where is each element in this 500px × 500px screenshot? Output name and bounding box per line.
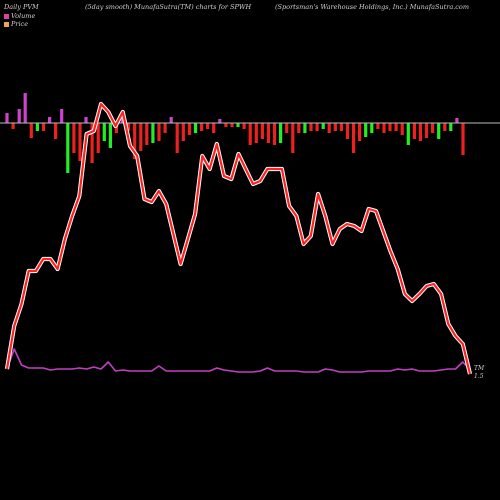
volume-bar xyxy=(181,123,185,141)
volume-bar xyxy=(78,123,82,161)
volume-bar xyxy=(114,123,118,133)
volume-bar xyxy=(339,123,343,131)
volume-bar xyxy=(431,123,435,133)
volume-bars xyxy=(5,93,465,173)
volume-bar xyxy=(321,123,325,129)
volume-bar xyxy=(266,123,270,143)
volume-bar xyxy=(96,123,100,153)
volume-bar xyxy=(376,123,380,129)
end-label-tm: TM xyxy=(474,365,485,372)
volume-bar xyxy=(260,123,264,139)
volume-bar xyxy=(72,123,76,153)
header-left-title: Daily PVM xyxy=(4,3,39,11)
series-lines xyxy=(4,101,473,375)
volume-bar xyxy=(133,123,137,159)
volume-bar xyxy=(151,123,155,143)
legend-price-swatch xyxy=(4,21,9,27)
volume-bar xyxy=(449,123,453,131)
volume-bar xyxy=(248,123,252,145)
volume-bar xyxy=(242,123,246,129)
legend-volume: Volume xyxy=(4,12,35,20)
header-chart-title: (5day smooth) MunafaSutra(TM) charts for… xyxy=(85,3,252,11)
volume-bar xyxy=(461,123,465,155)
volume-bar xyxy=(169,117,173,123)
volume-bar xyxy=(54,123,58,139)
legend-price-label: Price xyxy=(11,20,29,28)
volume-bar xyxy=(437,123,441,139)
volume-bar xyxy=(224,123,228,127)
volume-bar xyxy=(127,123,131,131)
volume-bar xyxy=(443,123,447,131)
volume-bar xyxy=(48,117,52,123)
volume-bar xyxy=(455,118,459,123)
volume-bar xyxy=(291,123,295,153)
volume-bar xyxy=(175,123,179,153)
legend-volume-label: Volume xyxy=(11,12,36,20)
volume-bar xyxy=(315,123,319,131)
volume-bar xyxy=(297,123,301,133)
volume-bar xyxy=(200,123,204,131)
volume-bar xyxy=(236,123,240,127)
volume-bar xyxy=(424,123,429,138)
volume-bar xyxy=(84,117,88,123)
volume-bar xyxy=(394,123,398,131)
volume-bar xyxy=(333,123,337,131)
volume-bar xyxy=(29,123,33,138)
volume-bar xyxy=(187,123,191,135)
volume-bar xyxy=(388,123,392,131)
volume-bar xyxy=(358,123,362,141)
volume-bar xyxy=(108,123,112,148)
volume-bar xyxy=(400,123,404,135)
volume-bar xyxy=(309,123,313,131)
volume-bar xyxy=(272,123,277,145)
volume-bar xyxy=(60,109,64,123)
volume-bar xyxy=(17,109,21,123)
volume-bar xyxy=(90,123,94,163)
volume-bar xyxy=(218,119,222,123)
legend-volume-swatch xyxy=(4,13,9,19)
volume-bar xyxy=(406,123,410,145)
volume-bar xyxy=(23,93,27,123)
volume-bar xyxy=(102,123,106,141)
pvm-line xyxy=(6,348,471,373)
price-line-glow xyxy=(4,101,473,375)
volume-bar xyxy=(145,123,149,145)
volume-bar xyxy=(327,123,331,133)
volume-bar xyxy=(254,123,258,143)
end-label-value: 1.5 xyxy=(474,373,484,380)
volume-bar xyxy=(412,123,416,139)
volume-bar xyxy=(418,123,422,141)
volume-bar xyxy=(352,123,356,153)
volume-bar xyxy=(35,123,39,131)
legend-price: Price xyxy=(4,20,28,28)
volume-bar xyxy=(230,123,234,127)
volume-bar xyxy=(163,123,167,133)
volume-bar xyxy=(66,123,70,173)
volume-bar xyxy=(279,123,283,143)
volume-bar xyxy=(157,123,161,141)
volume-bar xyxy=(382,123,386,133)
volume-bar xyxy=(11,123,15,129)
volume-bar xyxy=(370,123,374,133)
volume-bar xyxy=(212,123,216,133)
volume-bar xyxy=(139,123,143,151)
volume-bar xyxy=(5,113,9,123)
volume-bar xyxy=(193,123,198,133)
volume-bar xyxy=(303,123,307,133)
header-company-title: (Sportsman's Warehouse Holdings, Inc.) M… xyxy=(275,3,469,11)
price-line xyxy=(5,102,472,375)
volume-bar xyxy=(364,123,368,137)
volume-bar xyxy=(206,123,210,129)
volume-bar xyxy=(345,123,350,139)
volume-bar xyxy=(285,123,289,133)
volume-bar xyxy=(41,123,46,131)
